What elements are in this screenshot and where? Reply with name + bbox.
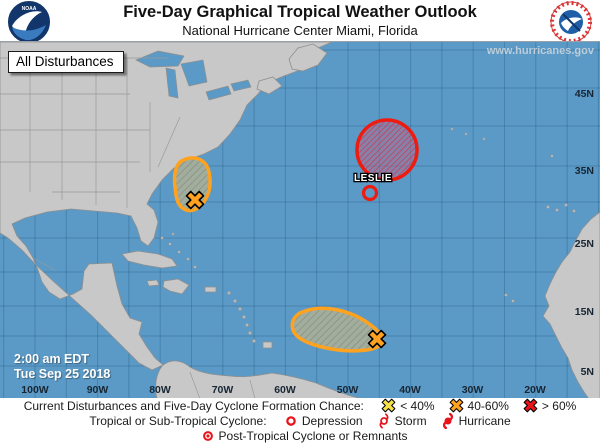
lon-label: 60W bbox=[274, 384, 296, 396]
legend-label: Post-Tropical Cyclone or Remnants bbox=[218, 428, 408, 443]
lat-label: 45N bbox=[575, 88, 594, 100]
lon-label: 80W bbox=[149, 384, 171, 396]
south-america bbox=[155, 360, 363, 399]
noaa-logo: NOAA bbox=[8, 1, 50, 43]
disturbance-area-leslie[interactable] bbox=[355, 118, 419, 182]
legend-label: Storm bbox=[394, 413, 427, 428]
x-marker-east-coast[interactable] bbox=[185, 190, 205, 210]
legend-item-hurricane: Hurricane bbox=[441, 412, 511, 429]
x-yellow-icon bbox=[381, 398, 396, 413]
cuba bbox=[121, 250, 178, 269]
hurricane-icon bbox=[442, 412, 453, 429]
noaa-logo-text: NOAA bbox=[22, 6, 37, 12]
legend-label: > 60% bbox=[541, 398, 577, 413]
timestamp-time: 2:00 am EDT bbox=[14, 352, 90, 366]
legend-heading-chance: Current Disturbances and Five-Day Cyclon… bbox=[23, 398, 368, 413]
all-disturbances-button[interactable]: All Disturbances bbox=[8, 51, 124, 73]
latitude-labels: 45N 35N 25N 15N 5N bbox=[575, 88, 594, 378]
leslie-storm-label: LESLIE bbox=[354, 173, 392, 184]
jamaica bbox=[146, 279, 160, 287]
lon-label: 100W bbox=[21, 384, 49, 396]
nova-scotia bbox=[256, 76, 283, 95]
header: NOAA Five-Day Graphical Tropical Weather… bbox=[0, 0, 600, 43]
legend-item-gt60: > 60% bbox=[523, 398, 576, 413]
legend-item-post-tropical: Post-Tropical Cyclone or Remnants bbox=[201, 428, 408, 443]
disturbance-area-tropical-atlantic[interactable] bbox=[290, 306, 384, 353]
small-islands bbox=[160, 127, 576, 343]
legend-item-depression: Depression bbox=[284, 414, 363, 428]
lat-label: 15N bbox=[575, 306, 594, 318]
timestamp-date: Tue Sep 25 2018 bbox=[14, 367, 111, 381]
legend-heading-cyclone: Tropical or Sub-Tropical Cyclone: bbox=[89, 413, 270, 428]
north-america bbox=[0, 42, 333, 371]
lon-label: 90W bbox=[87, 384, 109, 396]
lat-label: 35N bbox=[575, 165, 594, 177]
legend-label: Depression bbox=[301, 413, 363, 428]
lon-label: 40W bbox=[399, 384, 421, 396]
trinidad bbox=[262, 341, 273, 349]
legend-item-storm: Storm bbox=[377, 412, 427, 429]
basemap-svg: LESLIE 45N 35N 25N 15N 5N 100W 90W 80W 7… bbox=[0, 42, 600, 399]
longitude-labels: 100W 90W 80W 70W 60W 50W 40W 30W 20W bbox=[21, 384, 546, 396]
puerto-rico bbox=[204, 286, 217, 293]
legend-item-40-60: 40-60% bbox=[449, 398, 509, 413]
map-timestamp: 2:00 am EDT Tue Sep 25 2018 bbox=[14, 352, 110, 382]
lat-label: 25N bbox=[575, 238, 594, 250]
lon-label: 50W bbox=[337, 384, 359, 396]
lon-label: 70W bbox=[212, 384, 234, 396]
storm-icon bbox=[379, 412, 389, 429]
lon-label: 30W bbox=[462, 384, 484, 396]
legend-label: < 40% bbox=[400, 398, 435, 413]
legend-label: Hurricane bbox=[458, 413, 511, 428]
lat-label: 5N bbox=[581, 366, 594, 378]
leslie-storm-symbol[interactable] bbox=[361, 184, 379, 202]
lon-label: 20W bbox=[524, 384, 546, 396]
disturbance-areas[interactable]: LESLIE bbox=[172, 118, 419, 353]
legend: Current Disturbances and Five-Day Cyclon… bbox=[0, 398, 600, 443]
post-tropical-icon bbox=[202, 430, 213, 441]
hispaniola bbox=[162, 278, 190, 295]
legend-line-cyclone-types: Tropical or Sub-Tropical Cyclone: Depres… bbox=[0, 412, 600, 429]
x-marker-tropical-atlantic[interactable] bbox=[367, 329, 387, 349]
x-red-icon bbox=[523, 398, 538, 413]
great-lakes bbox=[135, 50, 252, 101]
x-orange-icon bbox=[449, 398, 463, 413]
legend-line-formation-chance: Current Disturbances and Five-Day Cyclon… bbox=[0, 398, 600, 413]
atlantic-outlook-map[interactable]: LESLIE 45N 35N 25N 15N 5N 100W 90W 80W 7… bbox=[0, 41, 600, 399]
page-subtitle: National Hurricane Center Miami, Florida bbox=[182, 23, 418, 38]
nws-logo bbox=[550, 1, 592, 43]
depression-icon bbox=[286, 415, 296, 426]
legend-item-lt40: < 40% bbox=[381, 398, 435, 413]
legend-line-post-tropical: Post-Tropical Cyclone or Remnants bbox=[0, 428, 600, 443]
legend-label: 40-60% bbox=[467, 398, 509, 413]
page-title: Five-Day Graphical Tropical Weather Outl… bbox=[123, 3, 477, 21]
hurricanes-gov-watermark: www.hurricanes.gov bbox=[486, 45, 594, 57]
landmasses bbox=[0, 42, 600, 399]
newfoundland bbox=[288, 43, 328, 72]
africa bbox=[542, 211, 600, 399]
